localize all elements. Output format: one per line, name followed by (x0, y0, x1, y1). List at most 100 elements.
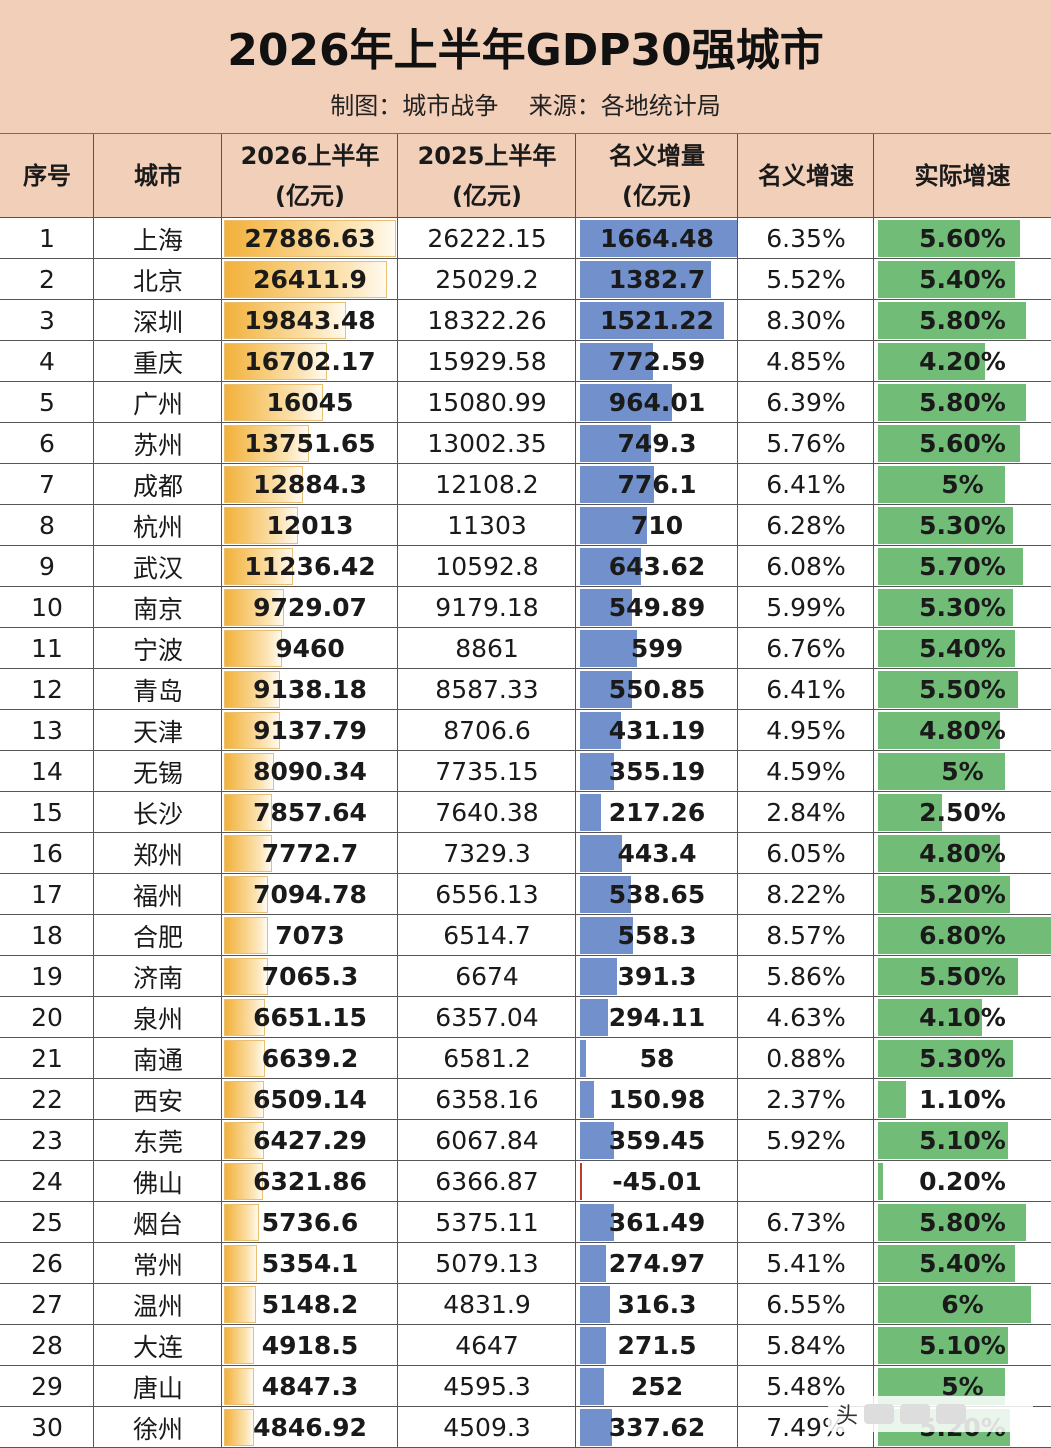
city-cell: 北京 (94, 259, 222, 300)
table-row: 13 天津 9137.79 8706.6 431.19 4.95% 4.80% (0, 710, 1051, 751)
city-cell-text: 武汉 (132, 553, 183, 583)
real-growth-cell: 5.70% (874, 546, 1051, 587)
real-growth-cell-text: 6.80% (919, 921, 1006, 950)
gdp2026-bar (224, 507, 299, 544)
gdp2025-cell: 8861 (398, 628, 576, 669)
real-growth-cell-text: 4.10% (919, 1003, 1006, 1032)
increase-bar (580, 466, 654, 503)
real-growth-cell: 5% (874, 751, 1051, 792)
table-row: 18 合肥 7073 6514.7 558.3 8.57% 6.80% (0, 915, 1051, 956)
gdp2025-cell-text: 4831.9 (443, 1290, 531, 1319)
real-growth-cell-text: 6% (941, 1290, 984, 1319)
col-header-rank: 序号 (23, 162, 71, 190)
gdp2025-cell-text: 8861 (455, 634, 519, 663)
nominal-growth-cell-text: 4.63% (766, 1003, 846, 1032)
city-cell-text: 佛山 (132, 1168, 183, 1198)
increase-bar (580, 589, 633, 626)
increase-cell-text: 772.59 (608, 347, 706, 376)
real-growth-cell: 5.20% (874, 874, 1051, 915)
gdp2025-cell: 4647 (398, 1325, 576, 1366)
increase-bar (580, 1204, 615, 1241)
real-growth-cell: 4.80% (874, 710, 1051, 751)
rank-cell: 4 (0, 341, 94, 382)
rank-cell-text: 24 (31, 1167, 63, 1196)
gdp2025-cell-text: 6357.04 (435, 1003, 539, 1032)
nominal-growth-cell-text: 5.84% (766, 1331, 846, 1360)
real-growth-bar (878, 835, 1001, 872)
increase-cell-text: 271.5 (617, 1331, 697, 1360)
gdp2025-cell: 12108.2 (398, 464, 576, 505)
nominal-growth-cell-text: 6.55% (766, 1290, 846, 1319)
increase-bar (580, 1368, 604, 1405)
gdp2026-cell: 16702.17 (222, 341, 398, 382)
increase-cell-text: 391.3 (617, 962, 697, 991)
increase-bar (580, 548, 642, 585)
rank-cell-text: 21 (31, 1044, 63, 1073)
page-subtitle: 制图：城市战争 来源：各地统计局 (330, 92, 721, 120)
increase-cell: 294.11 (576, 997, 738, 1038)
city-cell: 郑州 (94, 833, 222, 874)
rank-cell-text: 17 (31, 880, 63, 909)
nominal-growth-cell-text: 6.41% (766, 675, 846, 704)
gdp2025-cell: 4831.9 (398, 1284, 576, 1325)
city-cell-text: 西安 (132, 1086, 183, 1116)
rank-cell: 14 (0, 751, 94, 792)
gdp2026-bar (224, 835, 272, 872)
gdp2025-cell-text: 6556.13 (435, 880, 539, 909)
real-growth-cell: 5.10% (874, 1325, 1051, 1366)
gdp2025-cell-text: 8706.6 (443, 716, 531, 745)
city-cell-text: 徐州 (132, 1414, 183, 1444)
city-cell-text: 北京 (132, 266, 183, 296)
real-growth-bar (878, 1245, 1016, 1282)
city-cell: 唐山 (94, 1366, 222, 1407)
gdp2026-cell: 19843.48 (222, 300, 398, 341)
rank-cell-text: 29 (31, 1372, 63, 1401)
city-cell: 徐州 (94, 1407, 222, 1448)
increase-bar (580, 425, 652, 462)
rank-cell: 18 (0, 915, 94, 956)
table-row: 21 南通 6639.2 6581.2 58 0.88% 5.30% (0, 1038, 1051, 1079)
rank-cell-text: 9 (39, 552, 55, 581)
gdp2026-cell: 9729.07 (222, 587, 398, 628)
nominal-growth-cell: 6.55% (738, 1284, 874, 1325)
city-cell-text: 温州 (132, 1291, 183, 1321)
real-growth-cell-text: 5.80% (919, 1208, 1006, 1237)
increase-bar (580, 384, 672, 421)
increase-cell-text: 294.11 (608, 1003, 706, 1032)
table-row: 25 烟台 5736.6 5375.11 361.49 6.73% 5.80% (0, 1202, 1051, 1243)
gdp2026-bar (224, 1122, 264, 1159)
rank-cell-text: 12 (31, 675, 63, 704)
increase-cell: 355.19 (576, 751, 738, 792)
gdp2026-bar (224, 630, 283, 667)
gdp2026-cell: 11236.42 (222, 546, 398, 587)
rank-cell-text: 5 (39, 388, 55, 417)
gdp2026-cell: 9137.79 (222, 710, 398, 751)
rank-cell-text: 3 (39, 306, 55, 335)
nominal-growth-cell-text: 4.95% (766, 716, 846, 745)
gdp2026-bar (224, 466, 304, 503)
city-cell: 成都 (94, 464, 222, 505)
rank-cell: 5 (0, 382, 94, 423)
nominal-growth-cell: 2.37% (738, 1079, 874, 1120)
increase-cell: 643.62 (576, 546, 738, 587)
table-row: 4 重庆 16702.17 15929.58 772.59 4.85% 4.20% (0, 341, 1051, 382)
gdp2026-cell-text: 4847.3 (261, 1372, 359, 1401)
city-cell: 无锡 (94, 751, 222, 792)
real-growth-cell: 5.40% (874, 259, 1051, 300)
nominal-growth-cell-text: 6.05% (766, 839, 846, 868)
increase-cell-text: 776.1 (617, 470, 697, 499)
title-header: 2026年上半年GDP30强城市 制图：城市战争 来源：各地统计局 (0, 0, 1051, 134)
increase-cell-text: 749.3 (617, 429, 697, 458)
city-cell-text: 宁波 (132, 635, 183, 665)
city-cell: 南通 (94, 1038, 222, 1079)
gdp2026-cell-text: 5148.2 (261, 1290, 359, 1319)
real-growth-cell-text: 5% (941, 757, 984, 786)
increase-cell-text: 550.85 (608, 675, 706, 704)
gdp2025-cell: 4509.3 (398, 1407, 576, 1448)
rank-cell-text: 28 (31, 1331, 63, 1360)
col-header-gdp2026: 2026上半年 (亿元) (240, 142, 380, 210)
real-growth-cell: 4.10% (874, 997, 1051, 1038)
real-growth-cell: 5.50% (874, 956, 1051, 997)
nominal-growth-cell: 4.85% (738, 341, 874, 382)
gdp2026-cell-text: 5354.1 (261, 1249, 359, 1278)
